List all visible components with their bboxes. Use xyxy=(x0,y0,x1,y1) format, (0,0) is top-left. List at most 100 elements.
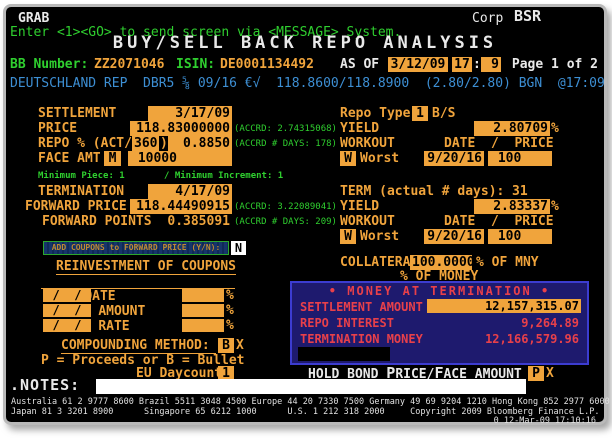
notes-input[interactable] xyxy=(96,379,526,394)
add-coupons-value-input[interactable]: N xyxy=(231,241,246,255)
compounding-method-input[interactable]: B xyxy=(218,338,234,353)
day-basis-input[interactable]: 360 xyxy=(132,136,159,151)
workout2-flag-input[interactable]: W xyxy=(340,229,356,244)
forward-points-value: 0.385091 xyxy=(167,214,230,229)
price-input[interactable]: 118.83000000 xyxy=(130,121,232,136)
face-unit-input[interactable]: M xyxy=(104,151,121,166)
termination-money-value: 12,166,579.96 xyxy=(485,332,579,346)
collateral-suffix: % OF MNY xyxy=(476,255,539,270)
repo-rate-input[interactable]: 0.8850 xyxy=(168,136,232,151)
workout2-label: WORKOUT xyxy=(340,214,395,229)
termination-money-label: TERMINATION MONEY xyxy=(300,332,423,346)
price-accrued-note: (ACCRD: 2.74315068) xyxy=(234,124,337,134)
repo-rate-label-close: ) xyxy=(160,136,168,151)
repo-interest-value: 9,264.89 xyxy=(521,316,579,330)
coupon-rate-input-3[interactable] xyxy=(182,319,224,332)
workout2-worst-label: Worst xyxy=(360,229,400,244)
coupon-rate-pct-2: % xyxy=(226,303,234,318)
money-panel-blank-field xyxy=(298,347,390,361)
hold-bond-f: F xyxy=(434,364,444,382)
coupon-rate-pct-3: % xyxy=(226,318,234,333)
terminal-screen: GRAB Corp BSR Enter <1><GO> to send scre… xyxy=(3,4,610,426)
compounding-x: X xyxy=(236,338,244,353)
compounding-method-label: COMPOUNDING METHOD: xyxy=(61,338,216,354)
minimum-piece-note: Minimum Piece: 1 xyxy=(38,171,125,181)
money-panel-title: • MONEY AT TERMINATION • xyxy=(328,284,551,298)
coupon-table-header: DATE AMOUNT RATE xyxy=(41,274,235,334)
yield2-percent-sign: % xyxy=(551,199,559,214)
coupon-col-rate: RATE xyxy=(98,319,130,334)
bb-number-value: ZZ2071046 xyxy=(94,57,165,72)
forward-accrued-note: (ACCRD: 3.22089041) xyxy=(234,202,337,212)
termination-label: TERMINATION xyxy=(38,184,125,199)
hold-bond-prefix: HOLD BOND xyxy=(308,367,387,382)
compounding-note: P = Proceeds or B = Bullet xyxy=(41,353,245,368)
settlement-label: SETTLEMENT xyxy=(38,106,117,121)
accrued-days-note: (ACCRD # DAYS: 178) xyxy=(234,139,337,149)
as-of-label: AS OF xyxy=(340,57,380,72)
yield1-input[interactable]: 2.80709 xyxy=(474,121,550,136)
hold-bond-rice: RICE/ xyxy=(395,367,435,382)
add-coupons-button[interactable]: ADD COUPONS to FORWARD PRICE (Y/N): xyxy=(43,241,229,255)
face-amount-label: FACE AMT xyxy=(38,151,101,166)
workout2-date-input[interactable]: 9/20/16 xyxy=(424,229,484,244)
settlement-amount-input[interactable]: 12,157,315.07 xyxy=(427,299,581,313)
hold-bond-toggle-input[interactable]: P xyxy=(528,366,544,381)
yield1-percent-sign: % xyxy=(551,121,559,136)
hold-bond-label: HOLD BOND PRICE/FACE AMOUNT xyxy=(308,364,522,383)
collateral-suffix2: % OF MONEY xyxy=(400,269,479,284)
footer-line-3: 0 12-Mar-09 17:10:16 xyxy=(493,416,596,426)
as-of-colon: : xyxy=(473,57,481,72)
as-of-date-input[interactable]: 3/12/09 xyxy=(388,57,448,72)
yield2-label: YIELD xyxy=(340,199,380,214)
hold-bond-x: X xyxy=(546,366,554,381)
coupon-col-date: DATE xyxy=(84,289,116,304)
page-title: BUY/SELL BACK REPO ANALYSIS xyxy=(112,33,498,53)
isin-value: DE0001134492 xyxy=(220,57,314,72)
repo-type-input[interactable]: 1 xyxy=(412,106,428,121)
collateral-input[interactable]: 100.0000 xyxy=(410,255,475,270)
message-line: Enter <1><GO> to send screen via <MESSAG… xyxy=(10,25,402,40)
settlement-amount-label: SETTLEMENT AMOUNT xyxy=(300,300,423,314)
forward-price-input[interactable]: 118.44490915 xyxy=(130,199,232,214)
reinvestment-title: REINVESTMENT OF COUPONS xyxy=(56,259,237,275)
page-indicator: Page 1 of 2 xyxy=(511,57,598,72)
term-days-value: 31 xyxy=(512,184,528,199)
money-at-termination-panel: • MONEY AT TERMINATION • SETTLEMENT AMOU… xyxy=(290,281,589,365)
face-amount-input[interactable]: 10000 xyxy=(128,151,232,166)
footer-line-2: Japan 81 3 3201 8900 Singapore 65 6212 1… xyxy=(11,407,600,417)
settlement-date-input[interactable]: 3/17/09 xyxy=(148,106,232,121)
workout1-label: WORKOUT xyxy=(340,136,395,151)
bb-number-label: BB Number: xyxy=(10,57,89,72)
coupon-rate-input-1[interactable] xyxy=(182,289,224,302)
term-days-label: TERM (actual # days): xyxy=(340,184,505,199)
termination-date-input[interactable]: 4/17/09 xyxy=(148,184,232,199)
eu-daycount-input[interactable]: 1 xyxy=(218,366,234,381)
as-of-minute-input[interactable]: 9 xyxy=(481,57,501,72)
forward-price-label: FORWARD PRICE xyxy=(25,199,127,214)
collateral-label: COLLATERAL xyxy=(340,255,419,270)
yield2-input[interactable]: 2.83337 xyxy=(474,199,550,214)
as-of-hour-input[interactable]: 17 xyxy=(452,57,472,72)
workout1-price-input[interactable]: 100 xyxy=(488,151,552,166)
yield1-label: YIELD xyxy=(340,121,380,136)
repo-type-suffix: B/S xyxy=(432,106,456,121)
forward-points-label: FORWARD POINTS xyxy=(42,214,152,229)
app-code: BSR xyxy=(514,7,542,25)
coupon-rate-input-2[interactable] xyxy=(182,304,224,317)
coupon-date-input-2[interactable]: / / xyxy=(43,304,91,317)
forward-days-note: (ACCRD # DAYS: 209) xyxy=(234,217,337,227)
hold-bond-p: P xyxy=(386,364,396,382)
corp-label: Corp xyxy=(472,11,504,26)
coupon-rate-pct-1: % xyxy=(226,288,234,303)
workout2-price-input[interactable]: 100 xyxy=(488,229,552,244)
price-label: PRICE xyxy=(38,121,78,136)
workout1-columns: DATE / PRICE xyxy=(444,136,554,151)
workout1-flag-input[interactable]: W xyxy=(340,151,356,166)
coupon-col-amount: AMOUNT xyxy=(98,304,146,319)
coupon-date-input-3[interactable]: / / xyxy=(43,319,91,332)
coupon-date-input-1[interactable]: / / xyxy=(43,289,91,302)
minimum-increment-note: / Minimum Increment: 1 xyxy=(164,171,284,181)
workout1-date-input[interactable]: 9/20/16 xyxy=(424,151,484,166)
footer-line-1: Australia 61 2 9777 8600 Brazil 5511 304… xyxy=(11,397,610,407)
